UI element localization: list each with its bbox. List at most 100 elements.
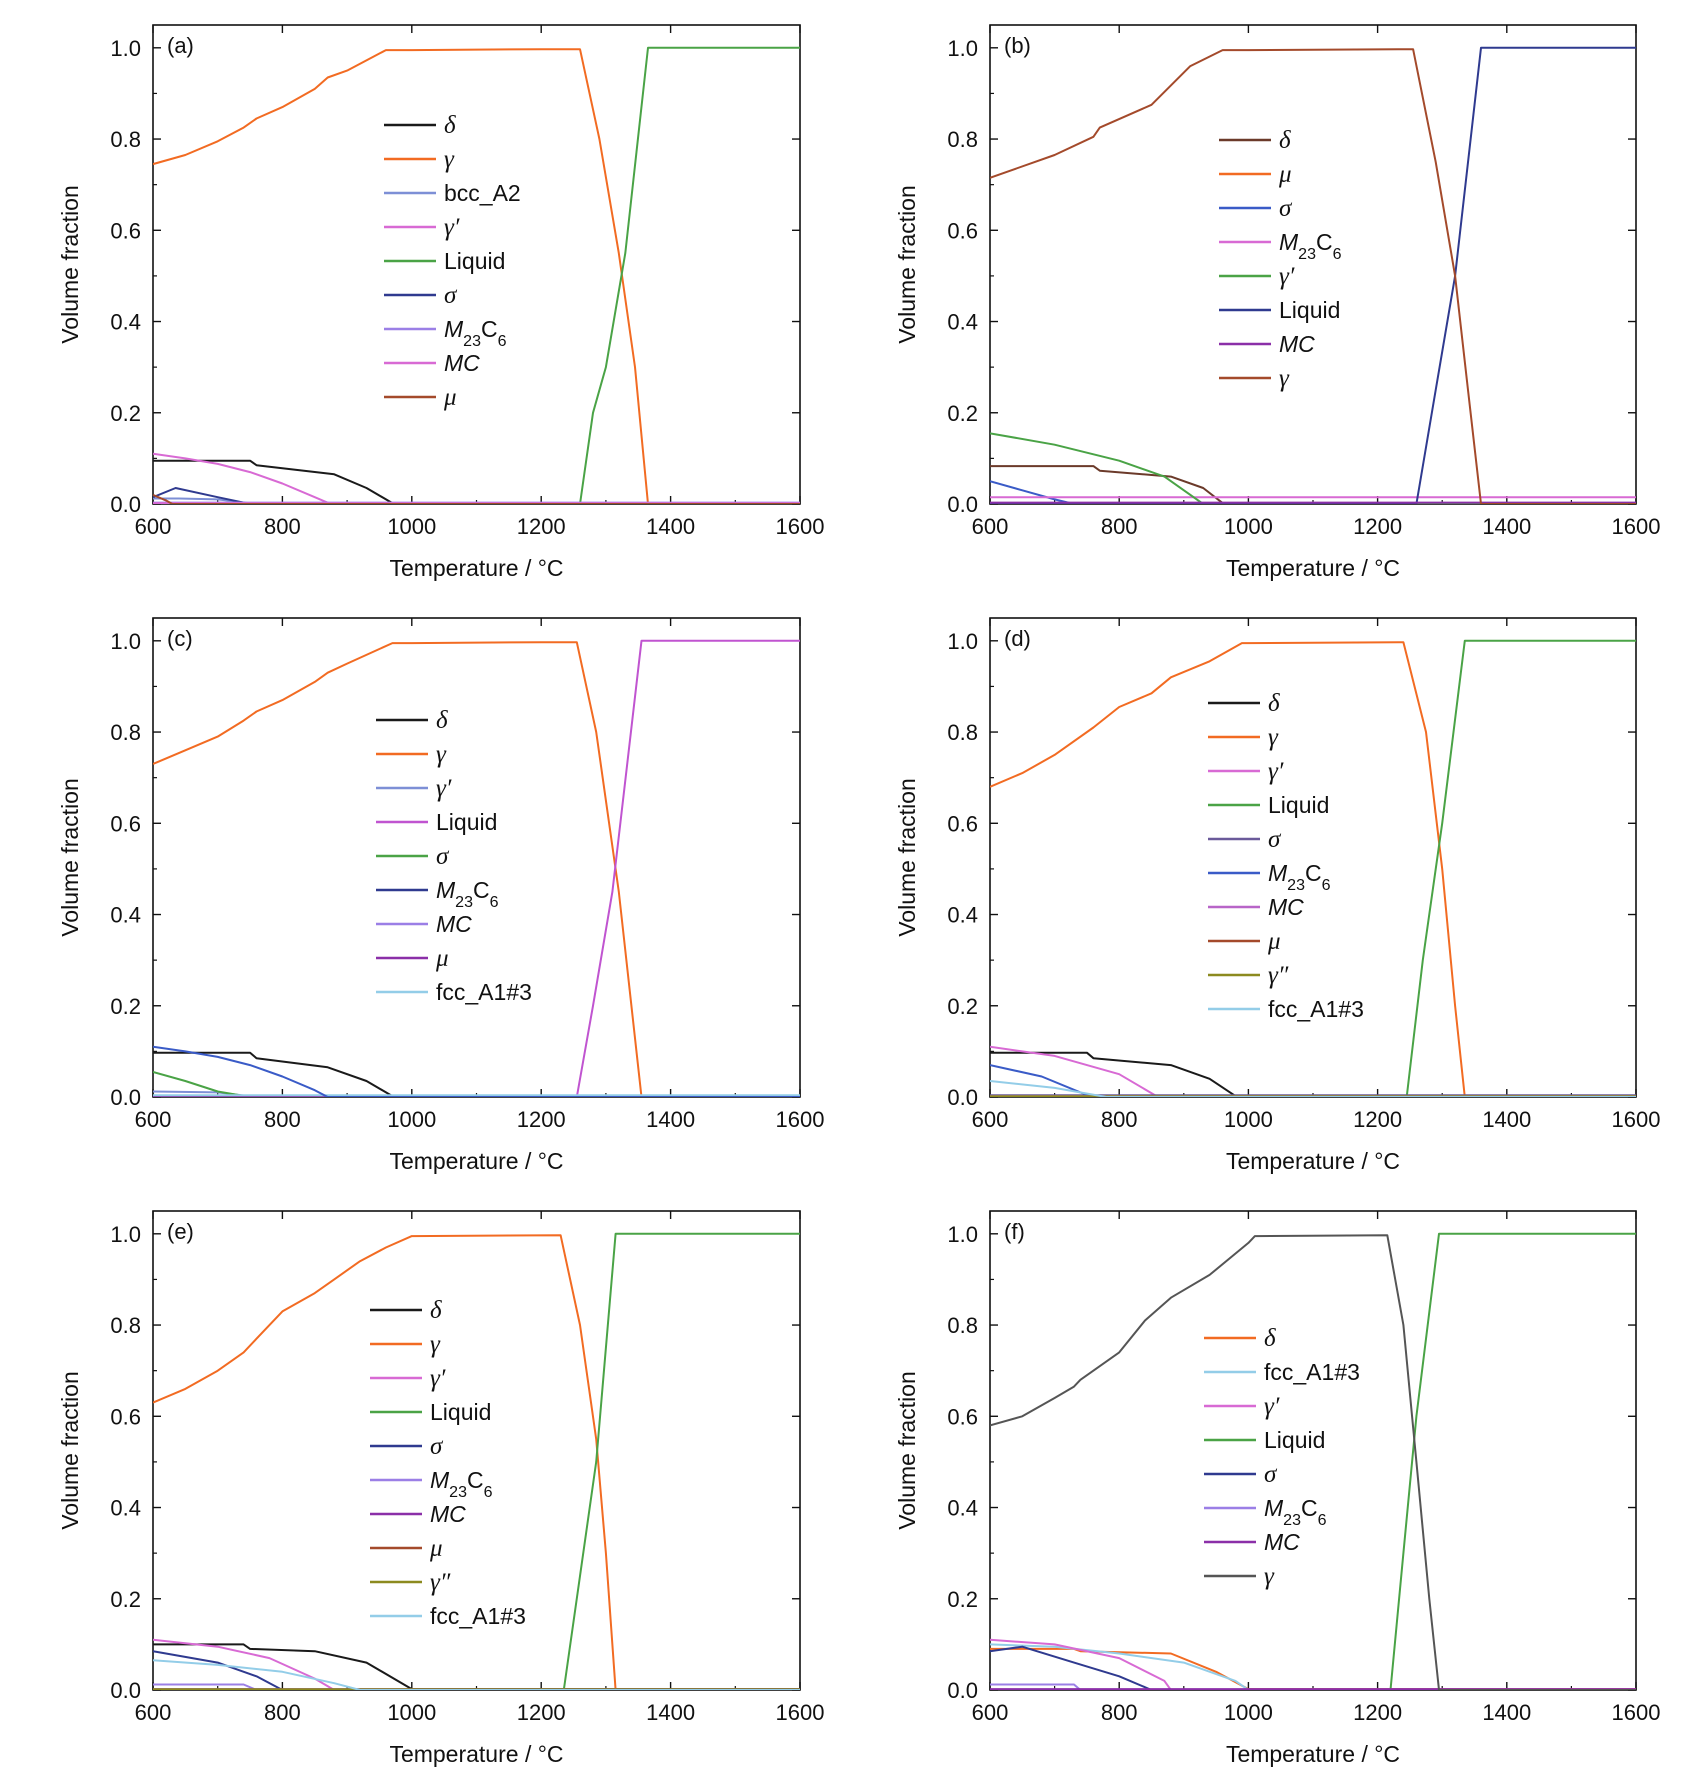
series-line [990,1080,1636,1097]
legend-label: γ′ [444,214,460,241]
x-tick-label: 1400 [1482,1700,1531,1725]
y-tick-label: 0.4 [110,310,141,335]
legend-label: Liquid [430,1399,491,1425]
series-line [990,1232,1636,1690]
y-axis-title: Volume fraction [57,1371,83,1530]
panel-label: (e) [167,1219,194,1244]
x-tick-label: 600 [135,1700,172,1725]
legend-label: M23C6 [444,316,507,350]
legend-label: σ [430,1433,444,1460]
legend-label: δ [444,112,456,139]
series-line [153,639,800,1097]
y-tick-label: 0.8 [110,1313,141,1338]
series-line [153,497,800,504]
y-tick-label: 1.0 [110,629,141,654]
panel-label: (d) [1004,626,1031,651]
legend-label: δ [1268,690,1280,717]
x-axis-title: Temperature / °C [389,1741,563,1767]
legend-label: Liquid [436,809,497,835]
y-tick-label: 0.0 [947,1085,978,1110]
legend-label: bcc_A2 [444,180,521,206]
x-tick-label: 800 [1101,1700,1138,1725]
x-tick-label: 600 [135,1107,172,1132]
legend-label: M23C6 [430,1467,493,1501]
chart-panel: 600 800 1000 1200 1400 1600 0.0 0.2 0.4 0.6 0.8 1.0… [57,24,824,581]
x-tick-label: 1400 [646,1107,695,1132]
x-axis-title: Temperature / °C [389,1148,563,1174]
panel-label: (c) [167,626,193,651]
series-line [153,1650,800,1690]
chart-panel: 600 800 1000 1200 1400 1600 0.0 0.2 0.4 0.6 0.8 1.0… [894,1210,1661,1767]
x-tick-label: 1200 [517,1107,566,1132]
series-line [990,639,1636,1097]
y-tick-label: 0.6 [110,1404,141,1429]
legend-label: γ′ [1268,758,1284,785]
series-line [153,1643,800,1690]
legend-label: γ [1264,1563,1275,1590]
series-line [153,1683,800,1690]
series-group [990,46,1636,504]
panel-label: (b) [1004,33,1031,58]
x-tick-label: 1400 [646,1700,695,1725]
x-tick-label: 1000 [1224,514,1273,539]
x-axis-title: Temperature / °C [389,555,563,581]
series-line [153,1045,800,1097]
series-group [153,639,800,1097]
legend-label: MC [1279,331,1315,357]
x-tick-label: 1400 [646,514,695,539]
x-tick-label: 600 [135,514,172,539]
y-axis-title: Volume fraction [894,1371,920,1530]
legend-label: γ″ [430,1569,451,1596]
y-tick-label: 0.0 [947,492,978,517]
y-tick-label: 0.0 [110,1678,141,1703]
legend-label: γ [1279,365,1290,392]
x-axis-title: Temperature / °C [1226,1741,1400,1767]
plot-frame [989,24,1637,505]
x-tick-label: 1600 [1612,1700,1661,1725]
y-tick-label: 1.0 [947,36,978,61]
series-line [990,1638,1636,1690]
legend-label: γ [430,1331,441,1358]
y-tick-label: 0.2 [947,401,978,426]
y-tick-label: 0.4 [947,1496,978,1521]
series-line [990,1045,1636,1097]
legend-label: Liquid [444,248,505,274]
series-group [990,639,1636,1097]
y-tick-label: 0.6 [110,811,141,836]
x-tick-label: 800 [264,1700,301,1725]
y-tick-label: 0.2 [110,1587,141,1612]
legend-label: M23C6 [1279,229,1342,263]
legend-label: M23C6 [1264,1495,1327,1529]
legend-label: MC [430,1501,466,1527]
y-tick-label: 0.2 [110,401,141,426]
x-tick-label: 1600 [776,1107,825,1132]
y-tick-label: 0.8 [947,1313,978,1338]
legend-label: σ [1279,195,1293,222]
x-tick-label: 1600 [1612,1107,1661,1132]
legend-label: δ [1264,1325,1276,1352]
series-group [153,46,800,504]
y-tick-label: 1.0 [947,629,978,654]
x-tick-label: 1600 [776,1700,825,1725]
series-line [990,1064,1636,1097]
series-line [990,48,1636,504]
series-line [153,48,800,504]
series-line [990,1234,1636,1690]
x-tick-label: 1000 [1224,1107,1273,1132]
y-tick-label: 0.4 [947,903,978,928]
series-line [990,46,1636,504]
x-tick-label: 600 [972,1107,1009,1132]
y-tick-label: 0.8 [947,720,978,745]
y-tick-label: 0.0 [110,1085,141,1110]
series-line [153,459,800,504]
series-group [990,1232,1636,1690]
series-line [990,1683,1636,1690]
y-tick-label: 0.0 [947,1678,978,1703]
y-tick-label: 0.8 [110,720,141,745]
x-tick-label: 800 [264,514,301,539]
series-group [153,1232,800,1690]
x-tick-label: 1000 [387,514,436,539]
y-tick-label: 0.6 [947,1404,978,1429]
legend-label: Liquid [1268,792,1329,818]
y-tick-label: 0.2 [947,994,978,1019]
